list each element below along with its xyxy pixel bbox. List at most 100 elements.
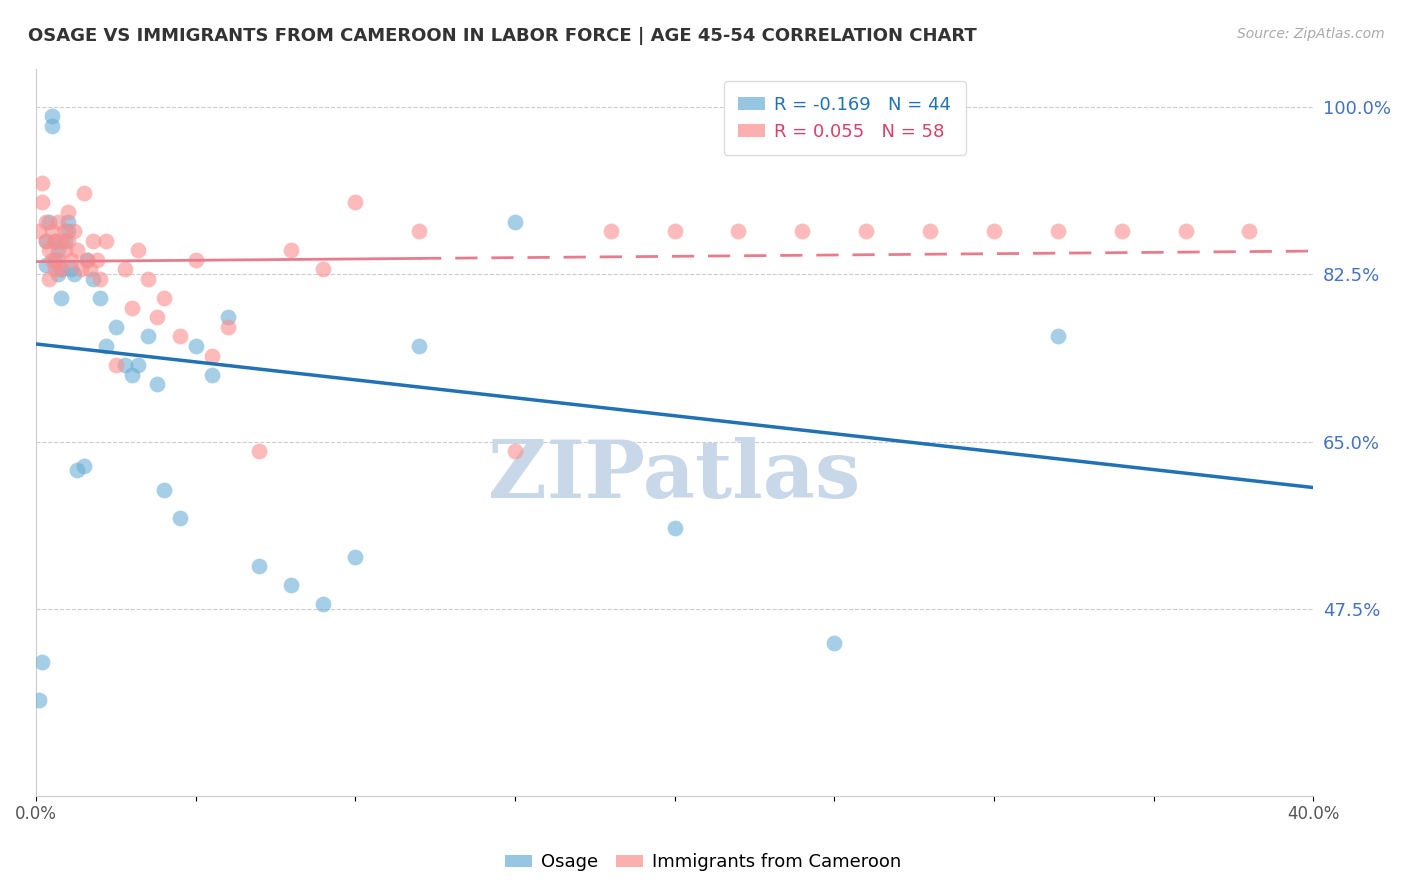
Point	[38, 244, 60, 258]
Point	[34, 258, 56, 272]
Point	[1174, 224, 1197, 238]
Point	[344, 195, 367, 210]
Point	[599, 224, 621, 238]
Point	[53, 244, 76, 258]
Point	[136, 272, 159, 286]
Point	[169, 511, 191, 525]
Point	[60, 262, 83, 277]
Point	[56, 234, 79, 248]
Point	[114, 358, 136, 372]
Point	[46, 214, 69, 228]
Point	[983, 224, 1005, 238]
Point	[31, 177, 53, 191]
Point	[121, 368, 143, 382]
Point	[34, 234, 56, 248]
Point	[280, 578, 302, 592]
Point	[51, 262, 73, 277]
Point	[76, 252, 98, 267]
Point	[51, 291, 73, 305]
Point	[41, 224, 63, 238]
Point	[312, 262, 335, 277]
Point	[38, 214, 60, 228]
Point	[38, 272, 60, 286]
Point	[96, 339, 118, 353]
Point	[146, 310, 169, 325]
Point	[1046, 329, 1069, 343]
Point	[53, 224, 76, 238]
Point	[44, 262, 66, 277]
Point	[56, 214, 79, 228]
Point	[249, 559, 271, 574]
Point	[73, 186, 96, 200]
Point	[96, 234, 118, 248]
Point	[28, 693, 51, 707]
Point	[152, 291, 174, 305]
Point	[169, 329, 191, 343]
Point	[217, 310, 239, 325]
Point	[46, 244, 69, 258]
Point	[44, 234, 66, 248]
Point	[41, 119, 63, 133]
Point	[503, 444, 526, 458]
Point	[184, 252, 207, 267]
Point	[1239, 224, 1261, 238]
Point	[727, 224, 749, 238]
Point	[66, 463, 89, 477]
Text: ZIPatlas: ZIPatlas	[488, 437, 860, 515]
Point	[127, 244, 149, 258]
Point	[53, 234, 76, 248]
Point	[184, 339, 207, 353]
Point	[200, 368, 222, 382]
Point	[31, 195, 53, 210]
Point	[503, 214, 526, 228]
Text: Source: ZipAtlas.com: Source: ZipAtlas.com	[1237, 27, 1385, 41]
Point	[152, 483, 174, 497]
Point	[136, 329, 159, 343]
Point	[146, 377, 169, 392]
Point	[34, 214, 56, 228]
Point	[86, 252, 108, 267]
Point	[51, 262, 73, 277]
Point	[217, 319, 239, 334]
Point	[280, 244, 302, 258]
Point	[408, 339, 430, 353]
Point	[31, 655, 53, 669]
Point	[63, 224, 86, 238]
Point	[63, 267, 86, 281]
Point	[44, 252, 66, 267]
Point	[249, 444, 271, 458]
Point	[66, 244, 89, 258]
Point	[44, 234, 66, 248]
Point	[73, 458, 96, 473]
Point	[408, 224, 430, 238]
Point	[46, 267, 69, 281]
Point	[344, 549, 367, 564]
Point	[28, 224, 51, 238]
Point	[41, 252, 63, 267]
Point	[312, 598, 335, 612]
Point	[1111, 224, 1133, 238]
Text: OSAGE VS IMMIGRANTS FROM CAMEROON IN LABOR FORCE | AGE 45-54 CORRELATION CHART: OSAGE VS IMMIGRANTS FROM CAMEROON IN LAB…	[28, 27, 977, 45]
Point	[46, 252, 69, 267]
Point	[79, 262, 101, 277]
Point	[121, 301, 143, 315]
Point	[89, 291, 111, 305]
Point	[41, 109, 63, 123]
Point	[82, 272, 104, 286]
Point	[104, 319, 127, 334]
Point	[792, 224, 814, 238]
Point	[664, 521, 686, 535]
Point	[664, 224, 686, 238]
Point	[34, 234, 56, 248]
Point	[89, 272, 111, 286]
Point	[82, 234, 104, 248]
Point	[76, 252, 98, 267]
Point	[51, 234, 73, 248]
Point	[200, 349, 222, 363]
Point	[104, 358, 127, 372]
Point	[56, 224, 79, 238]
Point	[127, 358, 149, 372]
Point	[56, 205, 79, 219]
Point	[1046, 224, 1069, 238]
Legend: R = -0.169   N = 44, R = 0.055   N = 58: R = -0.169 N = 44, R = 0.055 N = 58	[724, 81, 966, 155]
